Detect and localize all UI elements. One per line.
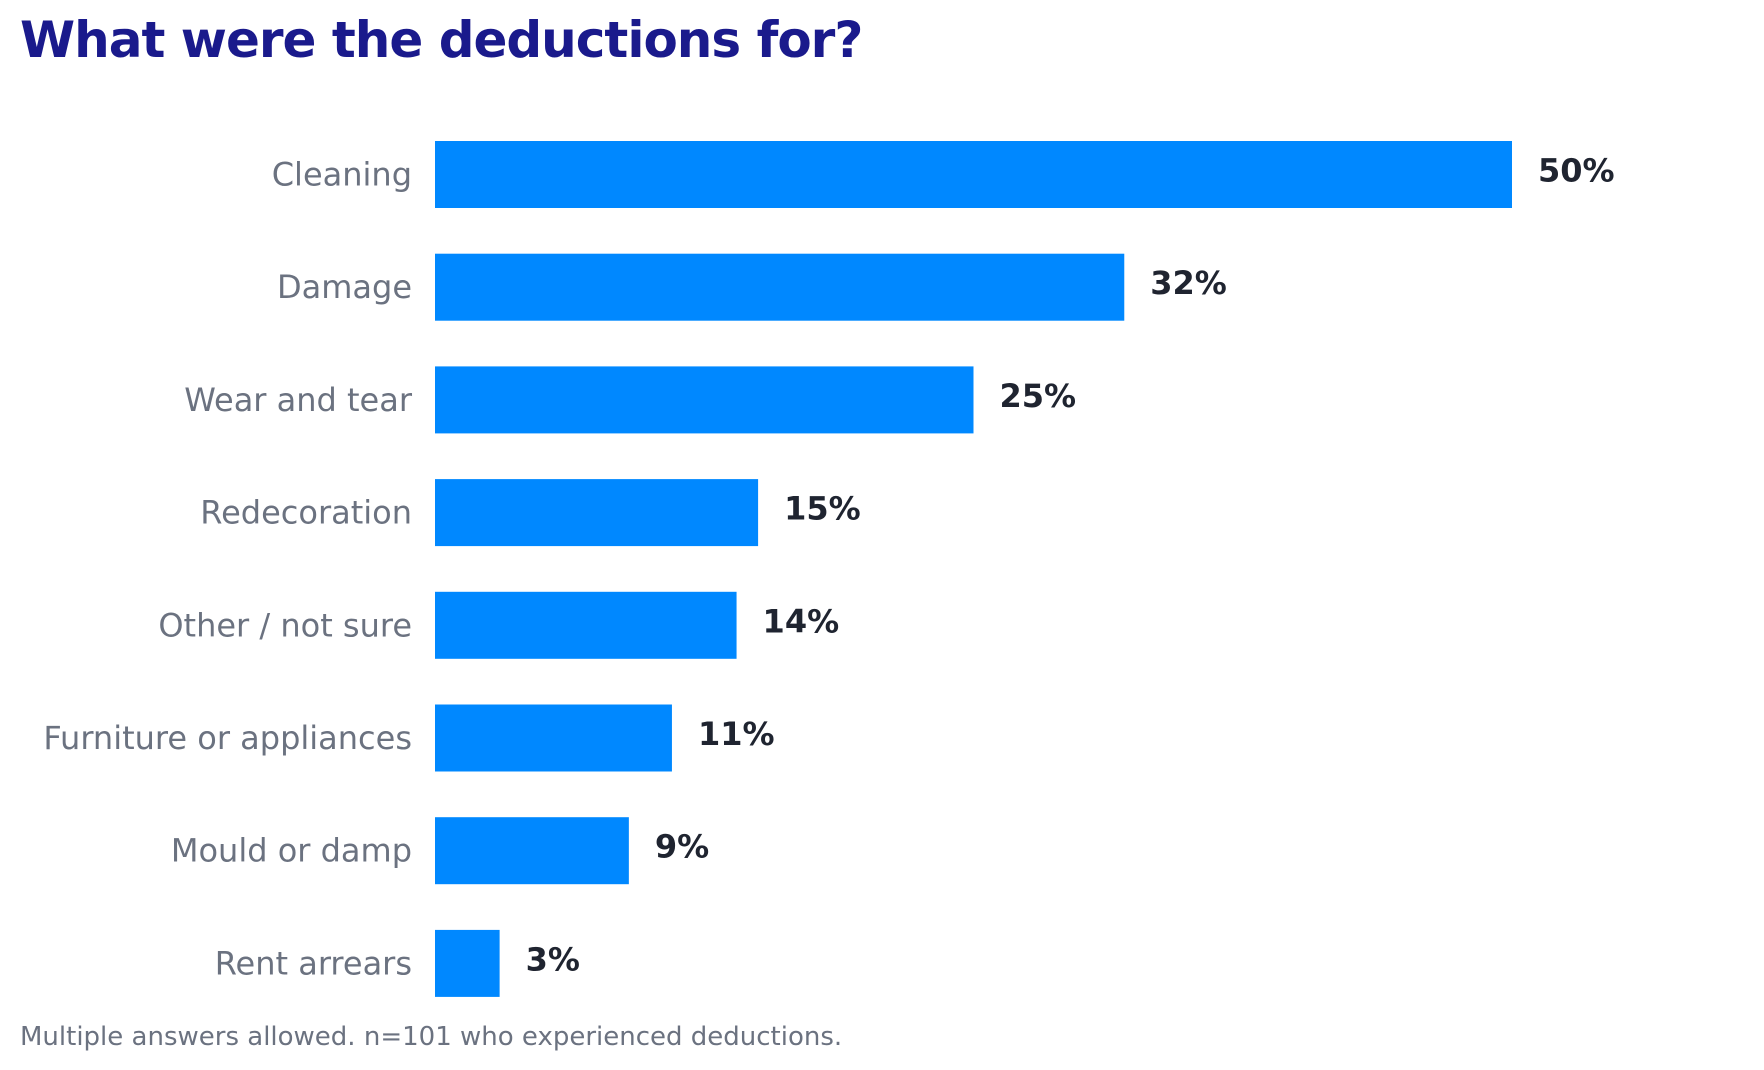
bar <box>435 141 1512 208</box>
category-label: Furniture or appliances <box>43 719 412 757</box>
chart-footnote: Multiple answers allowed. n=101 who expe… <box>20 1022 843 1052</box>
value-label: 3% <box>526 940 580 978</box>
value-label: 11% <box>698 715 775 753</box>
value-label: 25% <box>1000 377 1077 415</box>
category-label: Mould or damp <box>171 832 412 870</box>
category-label: Redecoration <box>200 494 412 532</box>
bar-chart: Cleaning Damage Wear and tear Redecoration O… <box>43 141 1615 997</box>
bar <box>435 479 759 547</box>
bar <box>435 591 737 659</box>
value-labels: 50% 32% 25% 15% 14% 11% 9% 3% <box>526 152 1615 979</box>
value-label: 50% <box>1538 152 1615 190</box>
category-labels: Cleaning Damage Wear and tear Redecoration O… <box>43 156 412 983</box>
value-label: 32% <box>1150 264 1227 302</box>
value-label: 15% <box>784 490 861 528</box>
chart-title: What were the deductions for? <box>20 11 863 69</box>
bar <box>435 929 500 997</box>
bar <box>435 366 974 434</box>
category-label: Damage <box>277 268 412 306</box>
category-label: Cleaning <box>272 156 412 194</box>
category-label: Other / not sure <box>158 606 412 644</box>
bar <box>435 817 629 885</box>
category-label: Rent arrears <box>215 944 412 982</box>
value-label: 9% <box>655 828 709 866</box>
value-label: 14% <box>763 602 840 640</box>
category-label: Wear and tear <box>184 381 413 419</box>
bar <box>435 253 1125 321</box>
bar <box>435 704 672 772</box>
bars <box>435 141 1512 997</box>
